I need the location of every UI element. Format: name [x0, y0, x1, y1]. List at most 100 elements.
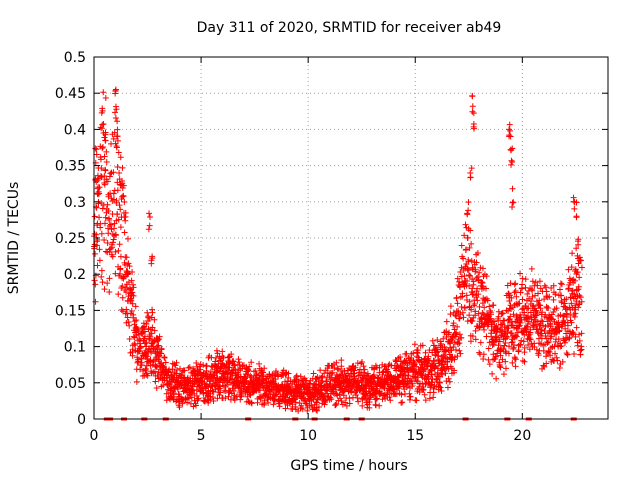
data-point	[470, 120, 477, 127]
x-axis-label: GPS time / hours	[290, 458, 407, 474]
data-point	[477, 339, 484, 346]
data-point	[193, 386, 200, 393]
data-point	[186, 364, 193, 371]
data-point	[132, 303, 139, 310]
data-point	[131, 340, 138, 347]
data-point	[151, 327, 158, 334]
data-point	[114, 187, 121, 194]
data-point	[102, 167, 109, 174]
data-point	[161, 354, 168, 361]
data-point	[128, 308, 135, 315]
data-point	[571, 351, 578, 358]
data-point	[124, 235, 131, 242]
data-point	[338, 363, 345, 370]
data-point	[133, 378, 140, 385]
data-point	[364, 370, 371, 377]
data-point	[399, 399, 406, 406]
data-point	[125, 270, 132, 277]
data-point	[232, 385, 239, 392]
data-point	[346, 395, 353, 402]
data-point	[94, 242, 101, 249]
data-point	[230, 387, 237, 394]
data-point	[245, 398, 252, 405]
data-point	[519, 296, 526, 303]
data-point	[149, 309, 156, 316]
data-point	[126, 322, 133, 329]
data-point	[99, 143, 106, 150]
data-point	[128, 277, 135, 284]
data-point	[253, 371, 260, 378]
data-point	[146, 210, 153, 217]
data-point	[130, 292, 137, 299]
data-point	[133, 317, 140, 324]
data-point	[225, 393, 232, 400]
data-point	[131, 318, 138, 325]
data-point	[151, 368, 158, 375]
data-point	[430, 394, 437, 401]
data-point	[113, 197, 120, 204]
tick-labels: 0 0.05 0.1 0.15 0.2 0.25 0.3 0.35 0.4 0.45 0.5 0 5 10…	[55, 50, 531, 444]
data-point	[456, 347, 463, 354]
data-point	[429, 337, 436, 344]
data-point	[102, 137, 109, 144]
data-point	[94, 262, 101, 269]
data-point	[184, 399, 191, 406]
data-point	[96, 214, 103, 221]
data-point	[528, 265, 535, 272]
data-point	[578, 264, 585, 271]
data-point	[480, 355, 487, 362]
y-tick-label: 0.15	[55, 303, 86, 319]
data-point	[213, 347, 220, 354]
data-point	[469, 93, 476, 100]
data-point	[93, 204, 100, 211]
data-point	[203, 367, 210, 374]
data-point	[111, 109, 118, 116]
data-point	[200, 390, 207, 397]
data-point	[114, 118, 121, 125]
data-point	[285, 370, 292, 377]
data-point	[295, 408, 302, 415]
y-axis-label: SRMTID / TECUs	[6, 182, 22, 295]
data-point	[114, 126, 121, 133]
data-point	[96, 246, 103, 253]
data-point	[121, 229, 128, 236]
data-point	[337, 395, 344, 402]
data-point	[229, 369, 236, 376]
data-point	[149, 324, 156, 331]
data-point	[194, 397, 201, 404]
data-point	[569, 250, 576, 257]
data-point	[458, 242, 465, 249]
data-point	[172, 362, 179, 369]
data-point	[106, 289, 113, 296]
data-point	[557, 280, 564, 287]
data-point	[222, 395, 229, 402]
data-point	[119, 283, 126, 290]
data-point	[481, 304, 488, 311]
data-point	[272, 376, 279, 383]
data-point	[578, 346, 585, 353]
data-point	[107, 170, 114, 177]
data-point	[247, 372, 254, 379]
data-point	[519, 281, 526, 288]
data-point	[571, 205, 578, 212]
data-point	[114, 179, 121, 186]
data-point	[173, 370, 180, 377]
data-point	[136, 348, 143, 355]
data-point	[106, 222, 113, 229]
data-point	[489, 370, 496, 377]
data-point	[364, 395, 371, 402]
data-point	[454, 300, 461, 307]
y-tick-label: 0.1	[64, 340, 86, 356]
data-point	[209, 394, 216, 401]
data-point	[434, 336, 441, 343]
data-point	[114, 164, 121, 171]
data-point	[101, 153, 108, 160]
data-point	[510, 199, 517, 206]
data-point	[104, 280, 111, 287]
data-point	[361, 366, 368, 373]
data-point	[352, 364, 359, 371]
y-tick-label: 0.05	[55, 376, 86, 392]
data-point	[101, 236, 108, 243]
data-point	[355, 398, 362, 405]
data-point	[200, 362, 207, 369]
